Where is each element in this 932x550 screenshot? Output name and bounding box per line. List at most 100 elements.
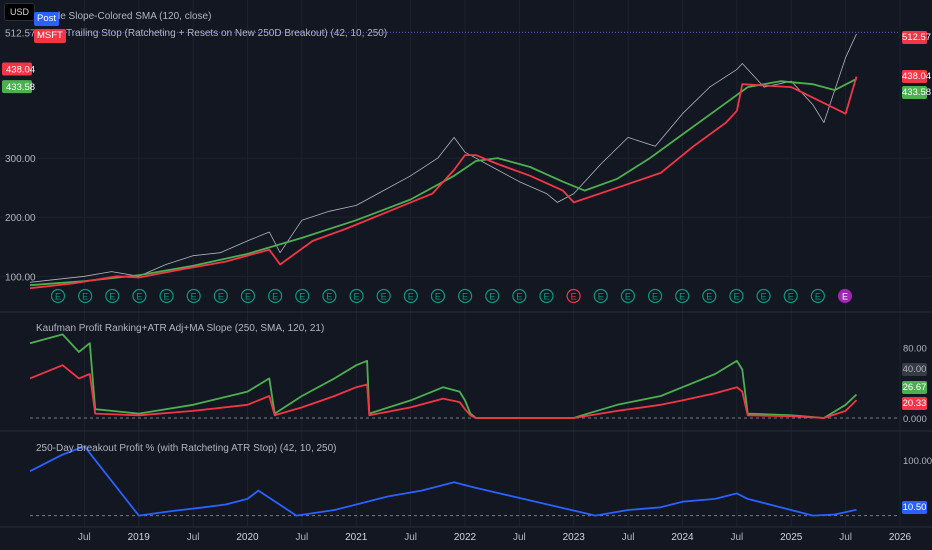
- legend-prefix-post[interactable]: Post: [34, 12, 60, 26]
- earnings-event-label: E: [354, 292, 360, 302]
- earnings-event-label: E: [191, 292, 197, 302]
- grid-lines: [0, 0, 932, 527]
- earnings-event-marker: [756, 288, 771, 304]
- time-axis-label: 2022: [454, 532, 477, 543]
- price-series-line: [29, 33, 857, 283]
- time-axis-label: Jul: [187, 532, 200, 543]
- kaufman-series-line: [29, 364, 858, 419]
- time-axis-label: Jul: [78, 532, 91, 543]
- earnings-event-marker: [240, 288, 256, 304]
- price-tick-label: 300.00: [5, 154, 36, 165]
- earnings-event-marker: [268, 288, 283, 304]
- time-axis-label: 2020: [236, 532, 259, 543]
- price-left-badge-green: [2, 80, 32, 94]
- earnings-event-label: E: [679, 292, 685, 302]
- earnings-event-label: E: [462, 292, 468, 302]
- earnings-event-marker: [457, 288, 473, 304]
- time-axis[interactable]: Jul 2019 Jul 2020 Jul 2021 Jul 2022 Jul 2023 Jul 20…: [78, 532, 912, 543]
- earnings-event-marker: [837, 288, 853, 304]
- time-axis-label: 2026: [889, 532, 912, 543]
- earnings-event-marker: [50, 288, 66, 304]
- price-badge-green: 433.58: [902, 86, 932, 99]
- earnings-event-label: E: [136, 292, 142, 302]
- earnings-event-marker: [702, 288, 717, 304]
- pane3-badge-blue: 10.50: [902, 501, 927, 514]
- earnings-event-label: E: [408, 292, 414, 302]
- pane2-badge-green: 26.67: [902, 381, 927, 394]
- time-axis-label: Jul: [513, 532, 526, 543]
- legend-prefix-msft[interactable]: MSFT: [34, 29, 66, 43]
- earnings-event-marker: [295, 288, 310, 304]
- earnings-event-marker: [376, 288, 391, 304]
- earnings-event-marker: [810, 288, 825, 304]
- earnings-event-marker: [620, 288, 635, 304]
- earnings-event-marker: [430, 288, 446, 304]
- earnings-event-label: E: [326, 292, 332, 302]
- time-axis-label: Jul: [295, 532, 308, 543]
- earnings-event-label: E: [842, 292, 848, 302]
- earnings-event-label: E: [788, 292, 794, 302]
- earnings-event-label: E: [218, 292, 224, 302]
- price-badge-red: 438.04: [902, 70, 932, 83]
- earnings-event-label: E: [625, 292, 631, 302]
- pane2-tick-label: 0.000: [903, 414, 927, 425]
- earnings-event-label: E: [516, 292, 522, 302]
- breakout-series-line: [29, 445, 857, 517]
- pane2-badge-red: 20.33: [902, 397, 927, 410]
- series-layer: [29, 33, 858, 517]
- currency-button[interactable]: USD: [4, 3, 36, 21]
- earnings-event-label: E: [598, 292, 604, 302]
- time-axis-label: Jul: [404, 532, 417, 543]
- price-left-badge-green-label: 433.58: [6, 82, 35, 93]
- earnings-event-marker: [647, 288, 663, 304]
- earnings-event-marker: [403, 288, 418, 304]
- price-series-line: [29, 76, 858, 290]
- time-axis-label: Jul: [839, 532, 852, 543]
- earnings-event-label: E: [733, 292, 739, 302]
- pane3-tick-label: 100.00: [903, 456, 932, 467]
- earnings-event-marker: [539, 288, 554, 304]
- earnings-event-marker: [78, 288, 93, 304]
- legend-sma-title[interactable]: le Slope-Colored SMA (120, close): [58, 11, 212, 22]
- earnings-event-label: E: [164, 292, 170, 302]
- time-axis-label: Jul: [622, 532, 635, 543]
- price-tick-label: 100.00: [5, 272, 36, 283]
- earnings-event-marker: [213, 288, 228, 304]
- time-axis-label: 2023: [563, 532, 586, 543]
- pane2-tick-label: 80.00: [903, 344, 927, 355]
- earnings-event-label: E: [55, 292, 61, 302]
- earnings-event-marker: [349, 288, 364, 304]
- legend-trailing-stop-title[interactable]: Trailing Stop (Ratcheting + Resets on Ne…: [66, 28, 388, 39]
- pane-separators: [0, 311, 932, 528]
- pane2-badge-gray: 40.00: [902, 363, 927, 376]
- earnings-event-marker: [132, 288, 147, 304]
- earnings-event-label: E: [543, 292, 549, 302]
- earnings-event-marker: [566, 288, 581, 304]
- earnings-event-marker: [485, 288, 500, 304]
- earnings-event-marker: [593, 288, 608, 304]
- price-top-label: 512.57: [5, 28, 36, 39]
- earnings-event-label: E: [299, 292, 305, 302]
- pane2-title[interactable]: Kaufman Profit Ranking+ATR Adj+MA Slope …: [36, 323, 325, 334]
- time-axis-label: 2019: [128, 532, 151, 543]
- earnings-event-label: E: [245, 292, 251, 302]
- earnings-event-label: E: [815, 292, 821, 302]
- earnings-event-marker: [322, 288, 337, 304]
- earnings-event-label: E: [272, 292, 278, 302]
- earnings-event-label: E: [489, 292, 495, 302]
- price-axis-ticks: 100.00 200.00 300.00 512.57 438.04 433.58 80.0…: [2, 28, 932, 467]
- earnings-event-marker: [512, 288, 527, 304]
- earnings-event-label: E: [435, 292, 441, 302]
- price-left-badge-red: [2, 62, 32, 76]
- earnings-event-label: E: [109, 292, 115, 302]
- time-axis-label: 2024: [671, 532, 694, 543]
- time-axis-label: 2025: [780, 532, 803, 543]
- earnings-event-marker: [186, 288, 201, 304]
- price-tick-label: 200.00: [5, 213, 36, 224]
- time-axis-label: 2021: [345, 532, 368, 543]
- kaufman-series-line: [29, 333, 858, 419]
- earnings-event-marker: [783, 288, 798, 304]
- pane3-title[interactable]: 250-Day Breakout Profit % (with Ratcheti…: [36, 443, 337, 454]
